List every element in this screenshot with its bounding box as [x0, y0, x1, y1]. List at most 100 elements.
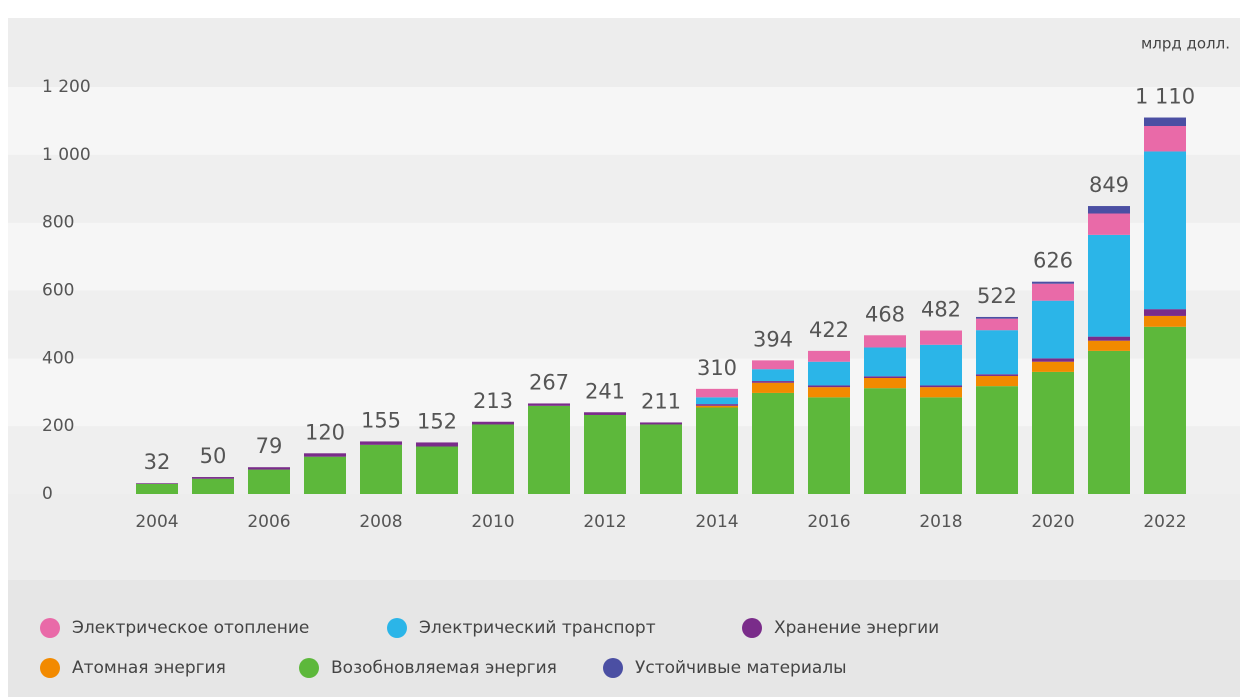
bar-segment [528, 405, 570, 494]
x-tick-label: 2004 [135, 512, 178, 532]
total-label: 120 [305, 420, 345, 444]
bar-segment [360, 441, 402, 445]
x-tick-label: 2014 [695, 512, 738, 532]
legend-label: Возобновляемая энергия [331, 658, 557, 678]
bar-segment [1088, 213, 1130, 235]
bar-segment [752, 392, 794, 494]
bar-segment [472, 424, 514, 494]
bar-segment [752, 382, 794, 393]
bar-segment [1144, 315, 1186, 327]
bar-segment [1088, 234, 1130, 337]
bar-segment [808, 385, 850, 388]
x-tick-label: 2020 [1031, 512, 1074, 532]
x-tick-label: 2008 [359, 512, 402, 532]
bar-segment [976, 375, 1018, 387]
x-tick-label: 2016 [807, 512, 850, 532]
bar-segment [976, 316, 1018, 319]
bar-segment [976, 374, 1018, 376]
bar-segment [920, 344, 962, 386]
y-tick-label: 0 [42, 484, 53, 504]
bar-segment [920, 387, 962, 398]
total-label: 422 [809, 318, 849, 342]
bar-segment [752, 360, 794, 370]
legend-swatch [40, 618, 60, 638]
bar-segment [1032, 361, 1074, 372]
bar-segment [1088, 340, 1130, 351]
bar-segment [1032, 358, 1074, 362]
bar-segment [864, 376, 906, 379]
bar-segment [1144, 309, 1186, 316]
bar-segment [584, 412, 626, 415]
bar-segment [976, 318, 1018, 331]
bar-segment [1088, 336, 1130, 341]
bar-segment [248, 469, 290, 494]
legend-swatch [742, 618, 762, 638]
bar-segment [752, 381, 794, 383]
legend-swatch [387, 618, 407, 638]
y-tick-label: 600 [42, 281, 74, 301]
bar-segment [976, 386, 1018, 494]
bar-segment [920, 385, 962, 388]
bar-segment [192, 478, 234, 494]
bar-segment [864, 378, 906, 389]
bar-segment [696, 404, 738, 406]
total-label: 213 [473, 389, 513, 413]
total-label: 155 [361, 408, 401, 432]
bar-segment [360, 444, 402, 494]
legend-panel [8, 580, 1240, 697]
total-label: 482 [921, 298, 961, 322]
bar-segment [1144, 126, 1186, 152]
bar-segment [584, 414, 626, 494]
total-label: 241 [585, 379, 625, 403]
bar-segment [1144, 326, 1186, 494]
total-label: 1 110 [1135, 85, 1195, 109]
bar-segment [1144, 151, 1186, 310]
y-tick-label: 200 [42, 416, 74, 436]
bar-segment [864, 335, 906, 348]
total-label: 79 [256, 434, 283, 458]
bar-segment [1032, 300, 1074, 359]
bar-segment [1088, 350, 1130, 494]
bar-segment [248, 467, 290, 470]
total-label: 468 [865, 302, 905, 326]
unit-label: млрд долл. [1141, 35, 1230, 53]
bar-segment [472, 421, 514, 425]
legend-label: Электрический транспорт [419, 618, 656, 638]
bar-segment [808, 397, 850, 494]
y-tick-label: 1 000 [42, 145, 91, 165]
bar-segment [864, 388, 906, 494]
grid-band [8, 87, 1240, 155]
legend-swatch [299, 658, 319, 678]
bar-segment [696, 405, 738, 408]
bar-segment [920, 397, 962, 494]
legend-label: Электрическое отопление [72, 618, 309, 638]
bar-segment [416, 442, 458, 447]
legend-swatch [40, 658, 60, 678]
bar-segment [528, 403, 570, 406]
bar-segment [696, 388, 738, 398]
total-label: 310 [697, 356, 737, 380]
bar-segment [808, 350, 850, 362]
bar-segment [1032, 371, 1074, 494]
bar-segment [304, 456, 346, 494]
bar-segment [304, 453, 346, 457]
bar-segment [640, 422, 682, 425]
bar-segment [752, 369, 794, 382]
total-label: 267 [529, 370, 569, 394]
bar-segment [864, 347, 906, 377]
bar-segment [1144, 117, 1186, 127]
bar-segment [1032, 281, 1074, 284]
grid-band [8, 154, 1240, 223]
x-tick-label: 2018 [919, 512, 962, 532]
y-tick-label: 400 [42, 348, 74, 368]
total-label: 522 [977, 284, 1017, 308]
total-label: 394 [753, 327, 793, 351]
legend-swatch [603, 658, 623, 678]
bar-segment [920, 330, 962, 345]
total-label: 152 [417, 409, 457, 433]
total-label: 626 [1033, 249, 1073, 273]
bar-segment [976, 330, 1018, 375]
bar-segment [416, 446, 458, 494]
x-tick-label: 2010 [471, 512, 514, 532]
